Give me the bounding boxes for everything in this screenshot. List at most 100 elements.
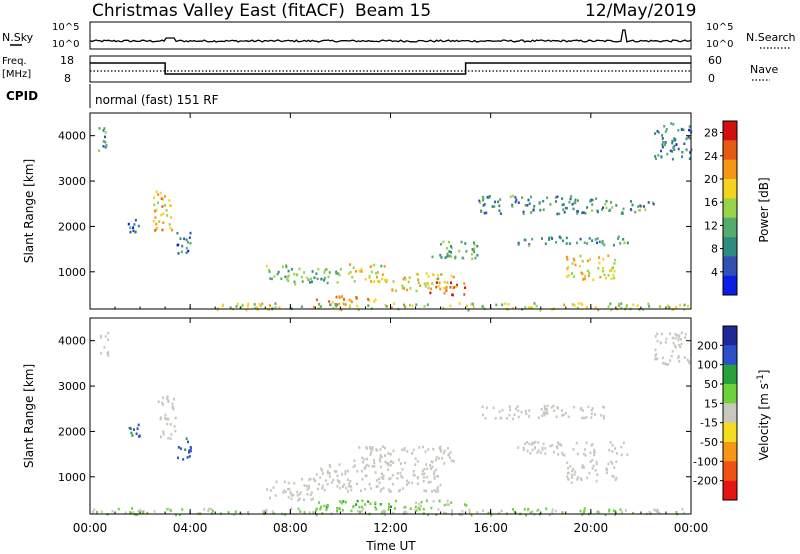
data-cell	[408, 276, 411, 279]
data-cell	[598, 261, 601, 265]
data-cell	[350, 509, 353, 513]
data-cell	[427, 283, 430, 286]
data-cell	[437, 489, 440, 493]
data-cell	[602, 257, 605, 261]
data-cell	[153, 196, 156, 200]
data-cell	[321, 487, 324, 490]
data-cell	[545, 407, 548, 411]
data-cell	[335, 304, 338, 308]
data-cell	[300, 305, 303, 308]
data-cell	[621, 212, 624, 215]
data-cell	[579, 509, 582, 513]
data-cell	[177, 243, 180, 247]
data-cell	[269, 277, 272, 280]
data-cell	[464, 503, 466, 506]
data-cell	[449, 286, 452, 289]
data-cell	[274, 306, 277, 309]
data-cell	[542, 208, 545, 212]
data-cell	[589, 258, 591, 261]
data-cell	[684, 332, 687, 336]
data-cell	[522, 210, 525, 214]
data-cell	[473, 243, 476, 247]
data-cell	[403, 506, 406, 509]
data-cell	[93, 508, 96, 511]
data-cell	[596, 473, 599, 476]
data-cell	[673, 139, 676, 142]
x-tick-label: 12:00	[373, 521, 408, 535]
colorbar-segment	[723, 403, 737, 424]
data-cell	[326, 471, 329, 475]
data-cell	[412, 448, 415, 452]
data-cell	[598, 256, 600, 259]
data-cell	[384, 304, 387, 307]
data-cell	[296, 494, 299, 497]
data-cell	[435, 456, 438, 459]
data-cell	[371, 464, 374, 468]
data-cell	[508, 413, 511, 417]
data-cell	[335, 272, 338, 275]
data-cell	[272, 486, 275, 489]
data-cell	[437, 475, 440, 478]
data-cell	[540, 407, 543, 411]
data-cell	[166, 422, 169, 426]
data-cell	[654, 357, 657, 361]
data-cell	[576, 478, 579, 481]
data-cell	[579, 477, 582, 480]
data-cell	[595, 197, 598, 200]
data-cell	[596, 241, 598, 245]
data-cell	[592, 464, 595, 468]
data-cell	[570, 473, 573, 477]
data-cell	[430, 287, 433, 291]
data-cell	[312, 510, 315, 514]
data-cell	[572, 207, 575, 211]
data-cell	[536, 451, 539, 454]
data-cell	[373, 300, 376, 303]
data-cell	[569, 465, 572, 468]
data-cell	[171, 402, 174, 406]
data-cell	[570, 481, 573, 484]
data-cell	[462, 256, 465, 260]
data-cell	[589, 451, 592, 455]
colorbar-tick-label: -15	[700, 417, 718, 430]
data-cell	[528, 409, 531, 412]
data-cell	[508, 405, 511, 408]
data-cell	[548, 238, 551, 241]
data-cell	[131, 507, 134, 510]
data-cell	[685, 148, 688, 152]
data-cell	[303, 511, 306, 514]
data-cell	[677, 356, 680, 360]
data-cell	[399, 488, 401, 492]
data-cell	[451, 509, 453, 512]
data-cell	[455, 285, 458, 289]
data-cell	[664, 130, 667, 133]
data-cell	[373, 280, 376, 283]
data-cell	[368, 275, 371, 278]
data-cell	[439, 287, 442, 291]
data-cell	[483, 211, 486, 215]
data-cell	[417, 482, 419, 486]
data-cell	[98, 149, 100, 152]
data-cell	[172, 397, 175, 401]
data-cell	[365, 463, 368, 467]
data-cell	[323, 488, 326, 492]
data-cell	[344, 472, 347, 476]
colorbar-segment	[723, 159, 737, 180]
data-cell	[387, 468, 390, 471]
data-cell	[668, 332, 671, 336]
data-cell	[174, 416, 177, 420]
data-cell	[406, 450, 409, 453]
data-cell	[183, 237, 186, 241]
data-cell	[377, 271, 379, 274]
data-cell	[446, 247, 449, 250]
data-cell	[573, 201, 576, 205]
data-cell	[576, 476, 579, 479]
data-cell	[569, 197, 572, 201]
data-cell	[565, 206, 568, 210]
data-cell	[460, 240, 463, 244]
data-cell	[515, 407, 517, 410]
data-cell	[367, 500, 370, 503]
data-cell	[603, 273, 606, 277]
data-cell	[529, 306, 532, 309]
data-cell	[392, 280, 395, 283]
colorbar-frame	[722, 120, 738, 296]
